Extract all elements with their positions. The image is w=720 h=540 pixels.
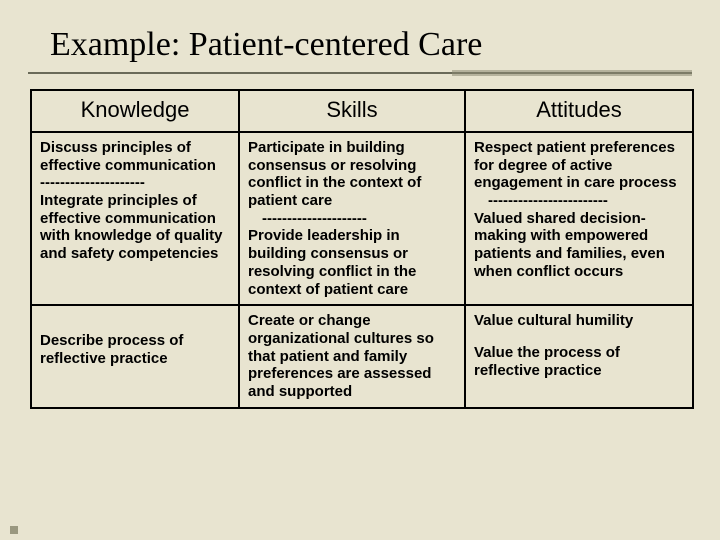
cell-text: Valued shared decision-making with empow… [474, 210, 684, 281]
col-header-attitudes: Attitudes [465, 90, 693, 132]
cell-text: Value cultural humility [474, 312, 684, 330]
table-row: Describe process of reflective practice … [31, 305, 693, 407]
separator-dashes: --------------------- [40, 174, 230, 192]
cell-text: Describe process of reflective practice [40, 332, 230, 367]
separator-dashes: --------------------- [248, 210, 456, 228]
separator-dashes: ------------------------ [474, 192, 684, 210]
content-table: Knowledge Skills Attitudes Discuss princ… [30, 89, 694, 409]
cell-text: Participate in building consensus or res… [248, 139, 456, 210]
cell-skills: Participate in building consensus or res… [239, 132, 465, 305]
cell-text: Discuss principles of effective communic… [40, 139, 230, 174]
cell-knowledge: Describe process of reflective practice [31, 305, 239, 407]
cell-attitudes: Respect patient preferences for degree o… [465, 132, 693, 305]
table-row: Discuss principles of effective communic… [31, 132, 693, 305]
slide: Example: Patient-centered Care Knowledge… [0, 0, 720, 540]
cell-knowledge: Discuss principles of effective communic… [31, 132, 239, 305]
cell-text: Create or change organizational cultures… [248, 312, 456, 400]
slide-title: Example: Patient-centered Care [50, 26, 692, 64]
cell-skills: Create or change organizational cultures… [239, 305, 465, 407]
col-header-knowledge: Knowledge [31, 90, 239, 132]
cell-text: Value the process of reflective practice [474, 344, 684, 379]
table-header-row: Knowledge Skills Attitudes [31, 90, 693, 132]
cell-text: Integrate principles of effective commun… [40, 192, 230, 263]
footer-bullet-icon [10, 526, 18, 534]
rule-accent [452, 70, 692, 76]
cell-text: Respect patient preferences for degree o… [474, 139, 684, 192]
col-header-skills: Skills [239, 90, 465, 132]
title-rule [28, 72, 692, 75]
cell-gap [474, 330, 684, 344]
cell-attitudes: Value cultural humility Value the proces… [465, 305, 693, 407]
cell-text: Provide leadership in building consensus… [248, 227, 456, 298]
